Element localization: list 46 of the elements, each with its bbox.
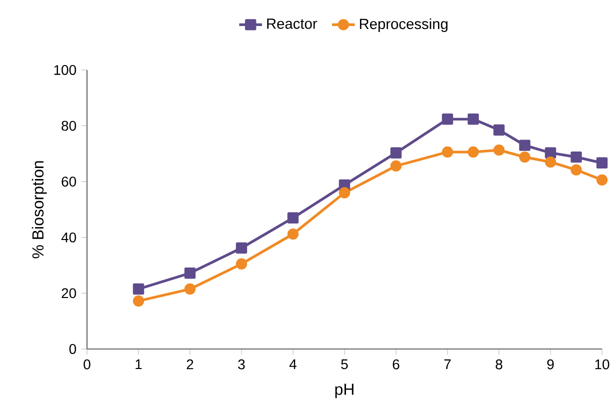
point (184, 283, 196, 295)
point (442, 114, 454, 125)
point (544, 147, 556, 158)
point (390, 160, 402, 172)
x-tick-label: 2 (186, 359, 194, 370)
point (519, 151, 530, 163)
y-tick-label: 60 (62, 176, 76, 187)
point (390, 147, 402, 158)
point (236, 242, 248, 254)
point (519, 140, 530, 151)
x-tick-label: 10 (595, 359, 610, 370)
x-tick-label: 4 (289, 359, 296, 370)
y-axis-title: % Biosorption (32, 161, 47, 258)
point (596, 174, 608, 186)
point (442, 146, 454, 158)
point (570, 151, 582, 163)
x-tick-label: 6 (392, 359, 400, 370)
x-tick-label: 0 (84, 359, 90, 370)
y-tick-label: 80 (62, 120, 76, 131)
x-tick-label: 5 (341, 359, 348, 370)
point (236, 258, 248, 270)
point (287, 212, 299, 224)
point (184, 268, 196, 279)
point (468, 146, 479, 158)
y-tick-label: 100 (54, 65, 76, 75)
x-tick-label: 3 (238, 359, 245, 370)
point (493, 144, 505, 156)
point (596, 157, 608, 169)
point (132, 283, 144, 295)
point (493, 124, 505, 136)
x-tick-label: 1 (136, 359, 142, 370)
point (132, 295, 144, 307)
y-tick-label: 40 (61, 232, 76, 242)
point (468, 114, 479, 125)
point (544, 156, 556, 168)
legend-label: Reprocessing (360, 18, 448, 32)
legend-label: Reactor (267, 18, 318, 29)
point (570, 164, 582, 176)
x-tick-label: 9 (547, 359, 554, 370)
point (338, 187, 350, 198)
x-axis-title: pH (335, 384, 354, 398)
x-tick-label: 8 (496, 359, 502, 370)
x-tick-label: 7 (444, 359, 451, 370)
y-tick-label: 20 (62, 288, 76, 298)
y-tick-label: 0 (69, 344, 76, 354)
point (287, 228, 299, 240)
